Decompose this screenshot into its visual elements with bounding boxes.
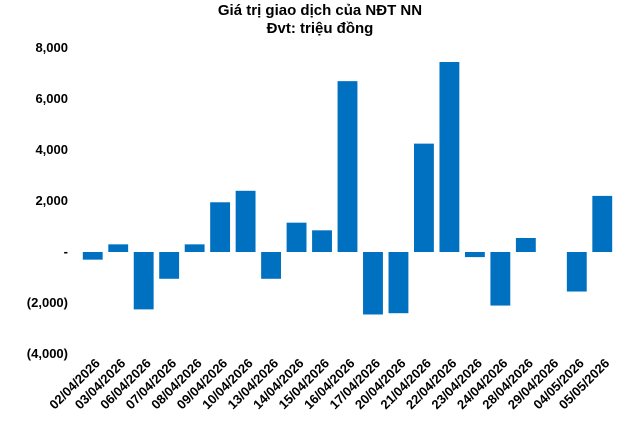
bar (566, 252, 587, 292)
bar (82, 252, 103, 260)
chart-subtitle: Đvt: triệu đồng (266, 20, 374, 37)
y-tick-label: (2,000) (27, 295, 68, 310)
bar (312, 230, 332, 252)
bar (286, 222, 307, 252)
bar (108, 244, 129, 252)
bar (592, 195, 613, 252)
y-tick-label: 4,000 (35, 142, 68, 157)
bar (515, 237, 536, 252)
y-tick-label: 6,000 (35, 91, 68, 106)
bar (490, 252, 511, 306)
bar (210, 202, 231, 252)
chart-title: Giá trị giao dịch của NĐT NN (217, 2, 423, 19)
y-tick-label: - (64, 244, 68, 259)
bar (235, 190, 256, 252)
bar (133, 252, 154, 310)
bar (413, 143, 434, 253)
bar (363, 252, 383, 315)
y-tick-label: (4,000) (27, 346, 68, 361)
bar (159, 252, 180, 279)
bar (388, 252, 409, 314)
bar (184, 244, 205, 252)
y-tick-label: 2,000 (35, 193, 68, 208)
y-tick-label: 8,000 (35, 40, 68, 55)
bar (464, 252, 485, 258)
bar (439, 62, 460, 252)
bar (337, 81, 358, 253)
bar (261, 252, 282, 279)
